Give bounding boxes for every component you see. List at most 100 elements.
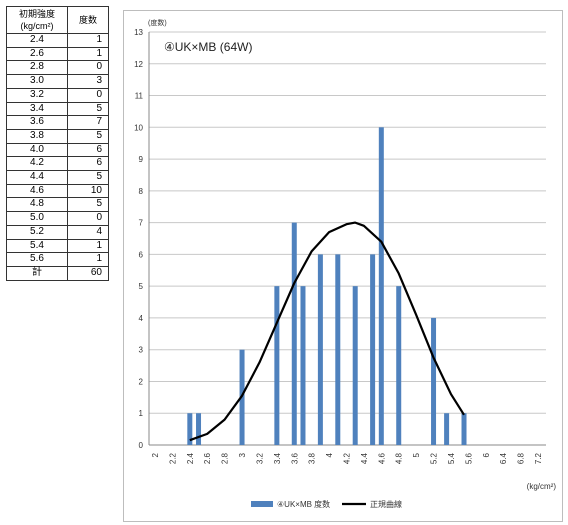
strength-cell: 2.4 — [6, 33, 68, 48]
histogram-bar — [317, 254, 323, 445]
y-tick-label: 3 — [139, 346, 144, 355]
table-row: 5.6 1 — [6, 252, 109, 267]
strength-cell: 2.8 — [6, 60, 68, 76]
strength-cell: 4.6 — [6, 183, 68, 199]
x-tick-label: 4.2 — [343, 452, 352, 464]
x-tick-label: 4.4 — [360, 452, 369, 464]
count-cell: 5 — [67, 101, 109, 117]
legend-bar-label: ④UK×MB 度数 — [277, 499, 330, 509]
count-cell: 1 — [67, 252, 109, 267]
x-tick-label: 3 — [238, 452, 247, 457]
y-tick-label: 4 — [139, 314, 144, 323]
legend-line-label: 正規曲線 — [370, 499, 402, 509]
strength-cell: 5.4 — [6, 238, 68, 254]
count-cell: 4 — [67, 224, 109, 240]
count-cell: 0 — [67, 211, 109, 226]
histogram-bar — [396, 286, 402, 445]
y-tick-label: 1 — [139, 409, 144, 418]
y-tick-label: 11 — [135, 92, 144, 101]
y-tick-label: 9 — [139, 155, 144, 164]
count-cell: 3 — [67, 74, 109, 89]
x-tick-label: 4.6 — [377, 452, 386, 464]
chart-frame: 0 1 2 3 4 5 6 7 8 9 10 11 12 13 (度数) ④UK×MB (64W) 2 2.2 2.… — [123, 10, 563, 522]
x-tick-label: 4.8 — [395, 452, 404, 464]
y-tick-label: 5 — [139, 282, 144, 291]
histogram-bar — [291, 222, 297, 445]
table-row: 4.2 6 — [6, 156, 109, 172]
histogram-bar — [274, 286, 280, 445]
y-tick-label: 2 — [139, 377, 144, 386]
count-cell: 10 — [67, 183, 109, 199]
table-row: 4.6 10 — [6, 183, 109, 199]
table-row: 4.0 6 — [6, 142, 109, 158]
count-cell: 6 — [67, 142, 109, 158]
y-tick-label: 12 — [134, 60, 143, 69]
count-cell: 1 — [67, 33, 109, 48]
y-tick-label: 10 — [134, 123, 143, 132]
histogram-bar — [431, 317, 437, 445]
table-row: 2.8 0 — [6, 60, 109, 76]
y-axis-label: (度数) — [148, 18, 167, 27]
x-tick-label: 6.8 — [517, 452, 526, 464]
count-cell: 0 — [67, 87, 109, 103]
y-tick-label: 13 — [134, 28, 143, 37]
strength-cell: 4.2 — [6, 156, 68, 172]
table-row: 3.2 0 — [6, 87, 109, 103]
histogram-bar — [461, 413, 467, 445]
histogram-bar — [352, 286, 358, 445]
count-cell: 6 — [67, 156, 109, 172]
x-tick-label: 2 — [151, 452, 160, 457]
y-tick-label: 0 — [139, 441, 144, 450]
x-tick-label: 5.6 — [464, 452, 473, 464]
histogram-bar — [378, 127, 384, 446]
table-row: 3.4 5 — [6, 101, 109, 117]
histogram-bar — [370, 254, 376, 445]
count-cell: 5 — [67, 197, 109, 213]
x-tick-label: 6.4 — [499, 452, 508, 464]
table-row: 2.4 1 — [6, 33, 109, 48]
x-tick-label: 3.6 — [290, 452, 299, 464]
x-tick-label: 6 — [482, 452, 491, 457]
x-tick-label: 5.2 — [430, 452, 439, 464]
strength-cell: 4.0 — [6, 142, 68, 158]
table-row: 2.6 1 — [6, 46, 109, 62]
total-value: 60 — [67, 265, 109, 281]
count-cell: 5 — [67, 170, 109, 185]
strength-cell: 2.6 — [6, 46, 68, 62]
header-strength: 初期強度 (kg/cm²) — [6, 6, 68, 34]
x-tick-label: 2.4 — [186, 452, 195, 464]
x-tick-label: 3.2 — [255, 452, 264, 464]
strength-cell: 4.4 — [6, 170, 68, 185]
x-tick-label: 7.2 — [534, 452, 543, 464]
y-tick-label: 6 — [139, 250, 144, 259]
table-row: 3.0 3 — [6, 74, 109, 89]
x-tick-label: 4 — [325, 452, 334, 457]
strength-cell: 3.0 — [6, 74, 68, 89]
strength-cell: 5.2 — [6, 224, 68, 240]
x-tick-label: 3.4 — [273, 452, 282, 464]
legend-bar-swatch — [251, 501, 273, 507]
x-tick-label: 5 — [412, 452, 421, 457]
strength-cell: 4.8 — [6, 197, 68, 213]
count-cell: 1 — [67, 46, 109, 62]
strength-cell: 3.2 — [6, 87, 68, 103]
header-count: 度数 — [67, 6, 109, 34]
table-row: 3.6 7 — [6, 115, 109, 130]
strength-cell: 3.8 — [6, 128, 68, 144]
chart-title: ④UK×MB (64W) — [164, 40, 252, 54]
count-cell: 0 — [67, 60, 109, 76]
frequency-table: 初期強度 (kg/cm²) 度数 2.4 1 2.6 1 2.8 0 3.0 3 3.2 0 3.4 5… — [6, 6, 109, 281]
count-cell: 1 — [67, 238, 109, 254]
x-axis-unit: (kg/cm²) — [527, 482, 557, 491]
y-tick-label: 8 — [139, 187, 144, 196]
normal-curve-line — [189, 221, 465, 442]
table-total-row: 計 60 — [6, 265, 109, 281]
strength-cell: 3.6 — [6, 115, 68, 130]
total-label: 計 — [6, 265, 68, 281]
histogram-bar — [187, 413, 193, 445]
histogram-bar — [335, 254, 341, 445]
table-row: 4.8 5 — [6, 197, 109, 213]
histogram-bar — [444, 413, 450, 445]
x-tick-label: 2.8 — [221, 452, 230, 464]
table-row: 5.4 1 — [6, 238, 109, 254]
